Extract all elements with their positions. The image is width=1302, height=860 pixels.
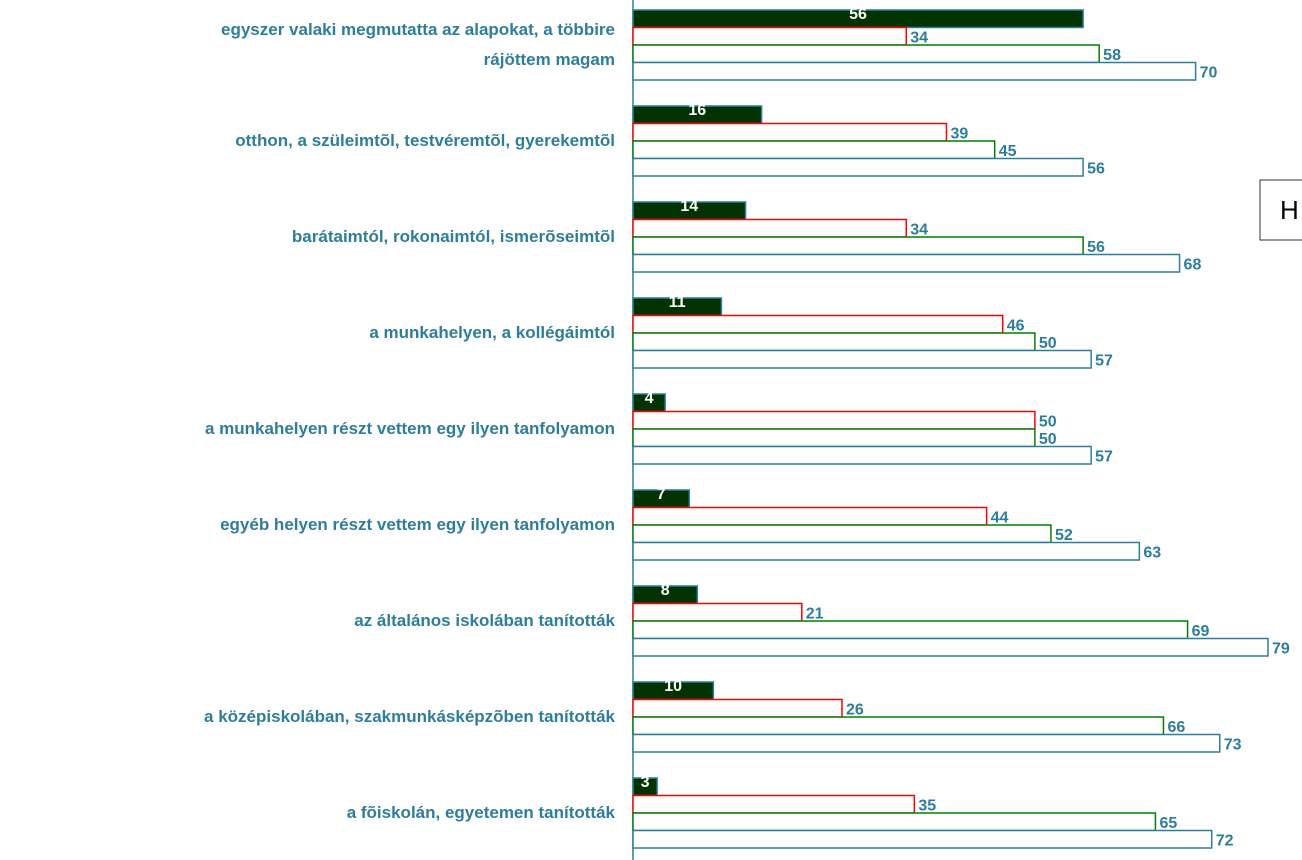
value-label: 57 bbox=[1095, 448, 1113, 465]
value-label: 7 bbox=[657, 486, 666, 503]
category-label: otthon, a szüleimtõl, testvéremtõl, gyer… bbox=[235, 131, 615, 150]
category-label: a fõiskolán, egyetemen tanították bbox=[346, 803, 615, 822]
bar bbox=[632, 637, 1269, 657]
bar bbox=[632, 733, 1221, 753]
value-label: 56 bbox=[1087, 239, 1105, 256]
bar bbox=[632, 122, 948, 142]
value-label: 14 bbox=[680, 198, 698, 215]
value-label: 58 bbox=[1103, 47, 1121, 64]
value-label: 45 bbox=[999, 143, 1017, 160]
bar bbox=[632, 428, 1036, 448]
category-label: barátaimtól, rokonaimtól, ismerõseimtõl bbox=[291, 227, 615, 246]
value-label: 3 bbox=[641, 774, 650, 791]
bar bbox=[632, 140, 996, 160]
value-label: 16 bbox=[688, 102, 706, 119]
value-label: 26 bbox=[846, 701, 864, 718]
value-label: 79 bbox=[1272, 640, 1290, 657]
bar bbox=[632, 253, 1181, 273]
category-label: egyéb helyen részt vettem egy ilyen tanf… bbox=[220, 515, 615, 534]
value-label: 21 bbox=[806, 605, 824, 622]
bar bbox=[632, 602, 803, 622]
value-label: 50 bbox=[1039, 431, 1057, 448]
value-label: 4 bbox=[645, 390, 654, 407]
value-label: 66 bbox=[1167, 719, 1185, 736]
category-label: a középiskolában, szakmunkásképzõben tan… bbox=[204, 707, 615, 726]
value-label: 69 bbox=[1192, 623, 1210, 640]
value-label: 46 bbox=[1007, 317, 1025, 334]
value-label: 70 bbox=[1200, 64, 1218, 81]
bar bbox=[632, 349, 1092, 369]
bar bbox=[632, 794, 916, 814]
bar bbox=[632, 716, 1165, 736]
value-label: 50 bbox=[1039, 413, 1057, 430]
value-label: 57 bbox=[1095, 352, 1113, 369]
value-label: 35 bbox=[918, 797, 936, 814]
value-label: 52 bbox=[1055, 527, 1073, 544]
bar bbox=[632, 812, 1157, 832]
value-label: 34 bbox=[910, 221, 928, 238]
value-label: 50 bbox=[1039, 335, 1057, 352]
bar bbox=[632, 314, 1004, 334]
value-label: 65 bbox=[1159, 815, 1177, 832]
bar bbox=[632, 410, 1036, 430]
category-label: a munkahelyen, a kollégáimtól bbox=[369, 323, 615, 342]
bar bbox=[632, 698, 843, 718]
category-label: a munkahelyen részt vettem egy ilyen tan… bbox=[204, 419, 615, 438]
value-label: 56 bbox=[1087, 160, 1105, 177]
category-label: egyszer valaki megmutatta az alapokat, a… bbox=[221, 20, 615, 69]
bar bbox=[632, 445, 1092, 465]
value-label: 39 bbox=[950, 125, 968, 142]
bar bbox=[632, 157, 1084, 177]
bar bbox=[632, 506, 988, 526]
bar bbox=[632, 620, 1189, 640]
category-label: az általános iskolában tanították bbox=[354, 611, 615, 630]
value-label: 72 bbox=[1216, 832, 1234, 849]
bar bbox=[632, 44, 1100, 64]
value-label: 68 bbox=[1184, 256, 1202, 273]
value-label: 34 bbox=[910, 29, 928, 46]
bar bbox=[632, 61, 1197, 81]
bar bbox=[632, 236, 1084, 256]
legend-text: H bbox=[1280, 195, 1299, 225]
bar bbox=[632, 26, 908, 46]
bar bbox=[632, 541, 1141, 561]
bar bbox=[632, 218, 908, 238]
bar bbox=[632, 332, 1036, 352]
value-label: 63 bbox=[1143, 544, 1161, 561]
value-label: 73 bbox=[1224, 736, 1242, 753]
bar bbox=[632, 524, 1052, 544]
bar bbox=[632, 829, 1213, 849]
value-label: 8 bbox=[661, 582, 670, 599]
value-label: 44 bbox=[991, 509, 1009, 526]
value-label: 10 bbox=[664, 678, 682, 695]
legend-box bbox=[1259, 179, 1302, 241]
value-label: 11 bbox=[669, 294, 686, 311]
value-label: 56 bbox=[849, 6, 867, 23]
